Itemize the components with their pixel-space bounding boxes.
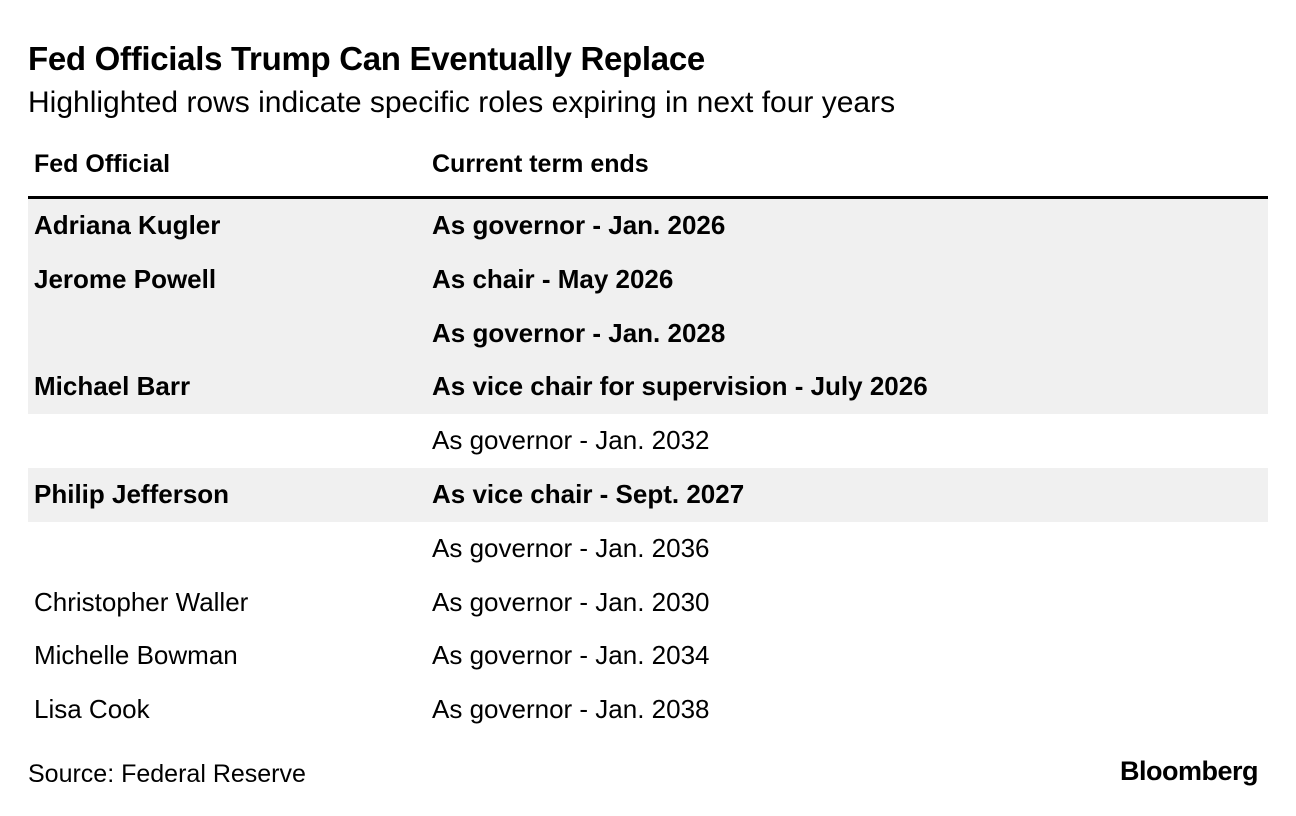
- official-name-cell: Philip Jefferson: [34, 478, 230, 509]
- table-body: Adriana Kugler As governor - Jan. 2026 Jer…: [28, 199, 1268, 737]
- table-row: Jerome Powell As chair - May 2026: [28, 252, 1268, 307]
- term-end-cell: As vice chair for supervision - July 202…: [432, 371, 928, 402]
- table-row: Lisa Cook As governor - Jan. 2038: [28, 683, 1268, 737]
- term-end-cell: As governor - Jan. 2030: [432, 586, 710, 617]
- table-header: Fed Official Current term ends: [28, 140, 1268, 199]
- term-end-cell: As governor - Jan. 2038: [432, 694, 710, 725]
- table-row: Philip Jefferson As vice chair - Sept. 20…: [28, 467, 1268, 522]
- term-end-cell: As governor - Jan. 2026: [432, 210, 726, 240]
- column-header-fed-official: Fed Official: [34, 150, 171, 178]
- term-end-cell: As vice chair - Sept. 2027: [432, 478, 745, 509]
- term-end-cell: As governor - Jan. 2036: [432, 532, 710, 563]
- term-end-cell: As governor - Jan. 2028: [432, 317, 726, 348]
- table-row: As governor - Jan. 2036: [28, 522, 1268, 576]
- official-name-cell: Jerome Powell: [34, 263, 217, 294]
- table-row: Christopher Waller As governor - Jan. 203…: [28, 576, 1268, 630]
- source-note: Source: Federal Reserve: [28, 760, 306, 788]
- official-name-cell: Adriana Kugler: [34, 210, 221, 240]
- table-row: Adriana Kugler As governor - Jan. 2026: [28, 199, 1268, 253]
- table-row: Michelle Bowman As governor - Jan. 2034: [28, 629, 1268, 683]
- term-end-cell: As governor - Jan. 2032: [432, 425, 710, 456]
- official-name-cell: Michelle Bowman: [34, 640, 238, 671]
- official-name-cell: Christopher Waller: [34, 586, 249, 617]
- table-row: As governor - Jan. 2028: [28, 306, 1268, 361]
- table-row: Michael Barr As vice chair for supervisio…: [28, 360, 1268, 415]
- bloomberg-logo: Bloomberg: [1119, 756, 1259, 786]
- table-row: As governor - Jan. 2032: [28, 414, 1268, 468]
- fed-officials-table: Fed Official Current term ends Adriana K…: [28, 140, 1268, 737]
- official-name-cell: Lisa Cook: [34, 694, 150, 725]
- term-end-cell: As governor - Jan. 2034: [432, 640, 710, 671]
- chart-subtitle: Highlighted rows indicate specific roles…: [28, 86, 896, 119]
- term-end-cell: As chair - May 2026: [432, 263, 674, 294]
- chart-title: Fed Officials Trump Can Eventually Repla…: [28, 40, 705, 77]
- official-name-cell: Michael Barr: [34, 371, 191, 402]
- column-header-current-term-ends: Current term ends: [432, 150, 649, 178]
